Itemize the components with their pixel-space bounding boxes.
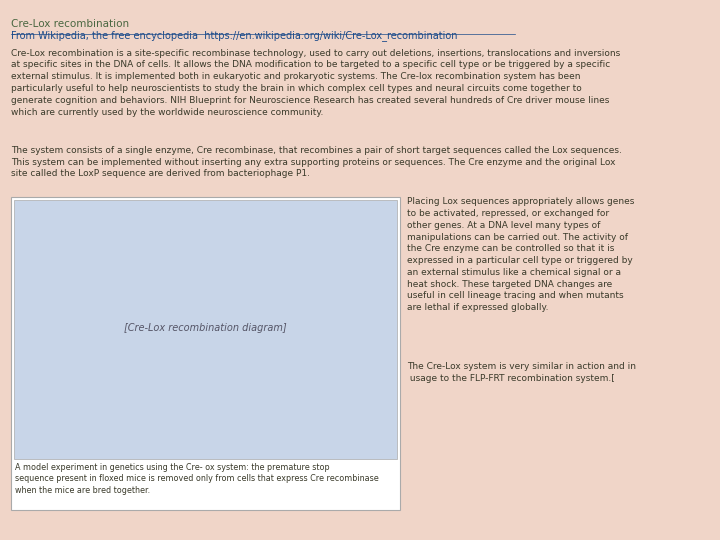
Text: Placing Lox sequences appropriately allows genes
to be activated, repressed, or : Placing Lox sequences appropriately allo…: [407, 197, 634, 312]
Text: Cre-Lox recombination is a site-specific recombinase technology, used to carry o: Cre-Lox recombination is a site-specific…: [11, 49, 620, 117]
FancyBboxPatch shape: [11, 197, 400, 510]
Text: A model experiment in genetics using the Cre- ox system: the premature stop
sequ: A model experiment in genetics using the…: [15, 463, 379, 495]
Text: The system consists of a single enzyme, Cre recombinase, that recombines a pair : The system consists of a single enzyme, …: [11, 146, 621, 178]
FancyBboxPatch shape: [14, 200, 397, 459]
Text: The Cre-Lox system is very similar in action and in
 usage to the FLP-FRT recomb: The Cre-Lox system is very similar in ac…: [407, 362, 636, 383]
Text: From Wikipedia, the free encyclopedia  https://en.wikipedia.org/wiki/Cre-Lox_rec: From Wikipedia, the free encyclopedia ht…: [11, 30, 457, 40]
Text: Cre-Lox recombination: Cre-Lox recombination: [11, 19, 129, 29]
Text: [Cre-Lox recombination diagram]: [Cre-Lox recombination diagram]: [124, 323, 287, 333]
